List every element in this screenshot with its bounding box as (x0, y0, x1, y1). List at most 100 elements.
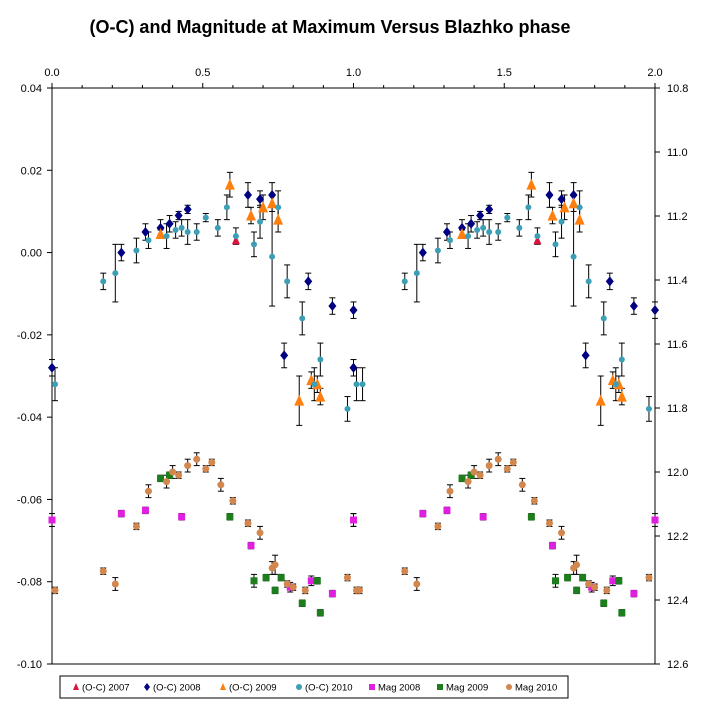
point-mag-2010 (530, 497, 538, 505)
axes: 0.0 0.5 1.0 1.5 2.0 0.04 0.02 0.00 -0.02 -0.04 -0.… (17, 67, 689, 671)
point-o-c-2008 (174, 210, 183, 221)
point-o-c-2009 (155, 228, 166, 240)
point-mag-2008 (141, 506, 149, 514)
point-o-c-2008 (557, 194, 566, 205)
point-o-c-2010 (223, 204, 230, 211)
point-o-c-2008 (545, 189, 554, 200)
point-o-c-2009 (559, 201, 570, 213)
x-tick-label: 1.5 (497, 67, 512, 79)
y-right-tick-label: 12.0 (667, 467, 688, 479)
legend-label: Mag 2010 (515, 683, 557, 694)
point-mag-2010 (645, 574, 653, 582)
y-right-tick-label: 11.6 (667, 339, 688, 351)
legend-label: Mag 2008 (378, 683, 420, 694)
point-mag-2008 (247, 542, 255, 550)
x-tick-label: 1.0 (346, 67, 361, 79)
point-o-c-2008 (605, 276, 614, 287)
point-mag-2010 (184, 462, 192, 470)
point-mag-2010 (289, 583, 297, 591)
y-left-tick-label: 0.04 (21, 83, 42, 95)
point-mag-2010 (558, 529, 566, 537)
point-mag-2010 (494, 455, 502, 463)
point-o-c-2010 (558, 218, 565, 225)
y-left-tick-label: 0.02 (21, 165, 42, 177)
point-mag-2008 (651, 516, 659, 524)
point-mag-2008 (443, 506, 451, 514)
point-mag-2010 (175, 471, 183, 479)
point-mag-2008 (117, 510, 125, 518)
point-o-c-2008 (458, 222, 467, 233)
point-mag-2010 (217, 481, 225, 489)
legend: (O-C) 2007 (O-C) 2008 (O-C) 2009 (O-C) 2010… (59, 675, 569, 699)
legend-marker (73, 683, 79, 690)
point-o-c-2010 (172, 226, 179, 233)
point-o-c-2008 (256, 194, 265, 205)
point-o-c-2009 (267, 197, 278, 209)
chart-title: (O-C) and Magnitude at Maximum Versus Bl… (89, 17, 570, 37)
point-o-c-2010 (480, 224, 487, 231)
legend-marker (369, 684, 375, 690)
y-right-tick-label: 12.6 (667, 659, 688, 671)
point-mag-2010 (585, 580, 593, 588)
legend-label: (O-C) 2008 (153, 683, 201, 694)
point-o-c-2008 (243, 189, 252, 200)
point-o-c-2010 (202, 214, 209, 221)
point-mag-2009 (573, 586, 581, 594)
y-left-tick-label: -0.02 (17, 330, 42, 342)
point-o-c-2008 (629, 301, 638, 312)
point-o-c-2010 (534, 233, 541, 240)
point-o-c-2009 (568, 197, 579, 209)
point-mag-2009 (298, 599, 306, 607)
point-o-c-2008 (48, 362, 56, 373)
point-mag-2009 (277, 574, 285, 582)
point-mag-2010 (229, 497, 237, 505)
point-o-c-2010 (552, 241, 559, 248)
point-o-c-2009 (547, 209, 558, 221)
point-mag-2010 (446, 487, 454, 495)
point-o-c-2008 (141, 227, 150, 237)
point-o-c-2010 (257, 218, 264, 225)
point-o-c-2010 (299, 315, 306, 322)
point-o-c-2008 (349, 362, 358, 373)
point-o-c-2010 (284, 278, 291, 285)
point-mag-2010 (545, 519, 553, 527)
point-mag-2009 (564, 574, 572, 582)
legend-label: (O-C) 2010 (305, 683, 353, 694)
point-mag-2010 (271, 561, 279, 569)
point-o-c-2009 (315, 390, 326, 402)
point-mag-2010 (591, 583, 599, 591)
point-o-c-2010 (612, 381, 619, 388)
legend-marker (506, 684, 512, 690)
point-mag-2010 (464, 478, 472, 486)
point-o-c-2010 (474, 226, 481, 233)
point-mag-2010 (518, 481, 526, 489)
point-mag-2010 (401, 567, 409, 575)
point-o-c-2009 (258, 201, 269, 213)
point-o-c-2010 (645, 405, 652, 412)
legend-label: (O-C) 2007 (82, 683, 130, 694)
point-o-c-2010 (214, 224, 221, 231)
y-right-tick-label: 10.8 (667, 83, 688, 95)
y-left-tick-label: -0.10 (17, 659, 42, 671)
point-mag-2009 (316, 609, 324, 617)
point-mag-2009 (226, 513, 234, 521)
point-mag-2010 (343, 574, 351, 582)
point-o-c-2008 (569, 189, 578, 200)
y-right-tick-label: 11.4 (667, 275, 688, 287)
point-mag-2009 (527, 513, 535, 521)
point-mag-2010 (202, 465, 210, 473)
point-o-c-2010 (100, 278, 107, 285)
point-mag-2010 (413, 580, 421, 588)
point-o-c-2008 (467, 218, 476, 229)
x-tick-label: 2.0 (647, 67, 662, 79)
point-mag-2010 (434, 522, 442, 530)
point-mag-2010 (573, 561, 581, 569)
point-mag-2009 (600, 599, 608, 607)
point-o-c-2008 (183, 204, 192, 215)
error-bars (49, 171, 658, 617)
point-o-c-2008 (476, 210, 485, 221)
legend-marker (144, 683, 150, 691)
point-mag-2009 (579, 574, 587, 582)
point-o-c-2008 (485, 204, 494, 215)
